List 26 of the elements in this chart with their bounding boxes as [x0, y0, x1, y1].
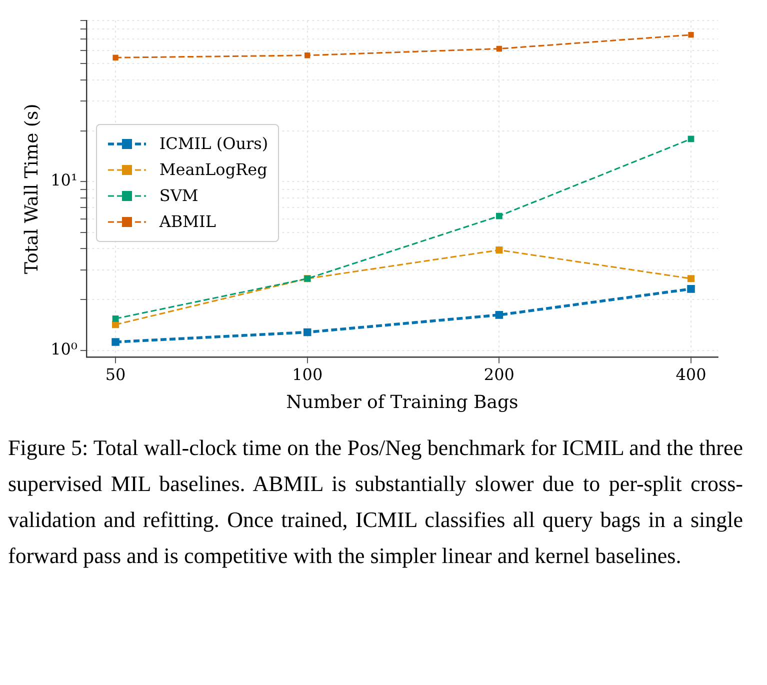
- y-axis-title: Total Wall Time (s): [21, 104, 42, 274]
- x-tick-label: 50: [105, 364, 126, 384]
- x-tick-label: 200: [484, 364, 514, 384]
- y-tick-label: 10¹: [50, 170, 78, 190]
- point: [688, 136, 694, 142]
- legend-label: ICMIL (Ours): [159, 134, 268, 154]
- y-tick-label: 10⁰: [50, 339, 78, 358]
- x-tick-label: 400: [676, 364, 706, 384]
- point: [304, 52, 310, 58]
- legend-label: MeanLogReg: [159, 160, 268, 180]
- point: [496, 46, 502, 52]
- x-axis-title: Number of Training Bags: [286, 392, 518, 413]
- point: [112, 54, 118, 60]
- point: [687, 275, 695, 282]
- legend-label: SVM: [159, 186, 198, 206]
- point: [495, 311, 504, 319]
- point: [496, 212, 502, 220]
- point: [303, 328, 312, 336]
- point: [112, 338, 120, 346]
- legend-label: ABMIL: [159, 212, 216, 232]
- point: [112, 315, 119, 322]
- x-tick-label: 100: [292, 364, 323, 384]
- caption: Figure 5: Total wall-clock time on the Pos/Neg benchmark for ICMIL and the three supervised MIL baselines. ABMIL is substantially slower due to per-split cross-validation and refitting. Once trained, ICMIL classifies all query bags in a single forward pass and is competitive with the simpler linear and kernel baselines.: [8, 434, 743, 570]
- point: [687, 285, 695, 293]
- point: [688, 32, 694, 38]
- point: [496, 246, 503, 254]
